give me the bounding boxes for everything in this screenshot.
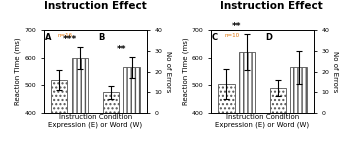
- Text: Instruction Effect: Instruction Effect: [44, 1, 147, 11]
- Bar: [123, 67, 140, 113]
- Text: n=10: n=10: [224, 33, 239, 38]
- Text: Instruction Effect: Instruction Effect: [220, 1, 323, 11]
- Y-axis label: Reaction Time (ms): Reaction Time (ms): [15, 38, 22, 105]
- Text: n=16: n=16: [57, 33, 72, 38]
- Text: B: B: [98, 33, 105, 41]
- Text: D: D: [265, 33, 273, 41]
- Y-axis label: No of Errors: No of Errors: [165, 51, 171, 92]
- Y-axis label: No of Errors: No of Errors: [332, 51, 338, 92]
- Text: C: C: [212, 33, 218, 41]
- Bar: [218, 84, 234, 113]
- Bar: [103, 92, 119, 113]
- Bar: [51, 80, 67, 113]
- Text: A: A: [45, 33, 51, 41]
- Y-axis label: Reaction Time (ms): Reaction Time (ms): [182, 38, 189, 105]
- Bar: [291, 67, 307, 113]
- X-axis label: Instruction Condition
Expression (E) or Word (W): Instruction Condition Expression (E) or …: [215, 115, 310, 128]
- Text: **: **: [116, 45, 126, 54]
- Bar: [239, 52, 255, 113]
- Text: ***: ***: [62, 35, 77, 44]
- Bar: [270, 88, 286, 113]
- Text: **: **: [232, 22, 241, 31]
- X-axis label: Instruction Condition
Expression (E) or Word (W): Instruction Condition Expression (E) or …: [48, 115, 143, 128]
- Bar: [72, 58, 88, 113]
